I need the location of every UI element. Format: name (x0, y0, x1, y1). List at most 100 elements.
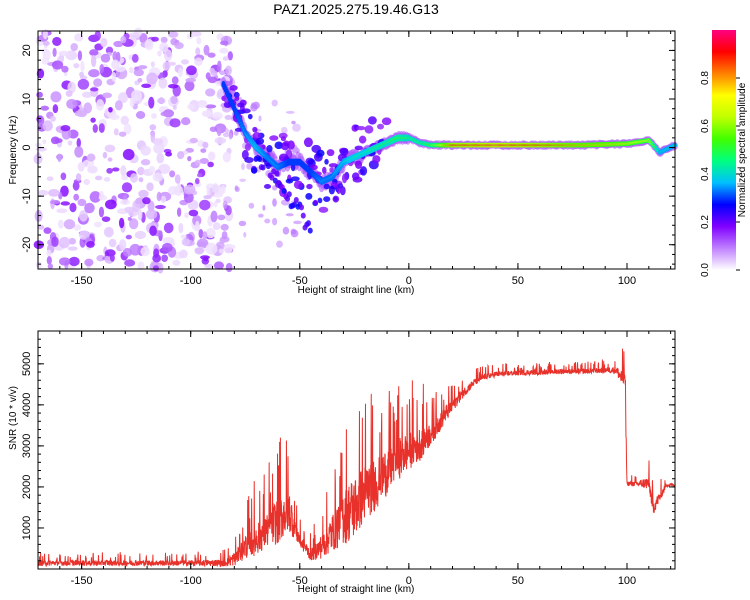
spectrogram-noise-blob (131, 89, 142, 102)
spectrogram-noise-blob (234, 185, 239, 191)
spectrogram-noise-blob (201, 110, 212, 118)
spectrogram-noise-blob (140, 145, 151, 156)
spectrogram-y-tick-label: -20 (21, 237, 33, 253)
spectrogram-ridge-patch (285, 178, 294, 184)
spectrogram-noise-blob (120, 115, 129, 125)
spectrogram-noise-blob (93, 221, 103, 228)
spectrogram-ridge-patch (303, 137, 313, 148)
spectrogram-noise-blob (84, 258, 94, 267)
snr-y-tick-label: 3000 (21, 434, 33, 458)
spectrogram-noise-blob (205, 88, 216, 97)
colorbar-ticks: 0.0 0.2 0.4 0.6 0.8 (700, 71, 740, 277)
spectrogram-noise-blob (87, 165, 98, 174)
spectrogram-noise-blob (203, 256, 209, 262)
spectrogram-noise-blob (135, 111, 146, 119)
colorbar-tick-label: 0.8 (700, 71, 711, 85)
spectrogram-noise-blob (42, 40, 50, 46)
spectrogram-noise-blob (177, 67, 183, 78)
spectrogram-noise-blob (52, 36, 62, 46)
spectrogram-x-tick-label: 0 (406, 275, 412, 287)
spectrogram-noise-blob (65, 90, 73, 97)
spectrogram-noise-blob (84, 202, 95, 214)
spectrogram-ridge-patch (359, 166, 368, 176)
spectrogram-noise-blob (99, 64, 105, 74)
spectrogram-noise-blob (196, 36, 202, 45)
spectrogram-noise-blob (89, 49, 99, 56)
spectrogram-noise-blob (187, 156, 192, 162)
spectrogram-noise-blob (103, 226, 114, 238)
spectrogram-noise-blob (186, 33, 194, 40)
spectrogram-noise-blob (183, 184, 196, 195)
spectrogram-noise-blob (220, 184, 226, 194)
spectrogram-noise-blob (100, 53, 111, 63)
spectrogram-ridge-patch (339, 186, 346, 196)
spectrogram-noise-blob (285, 213, 294, 217)
spectrogram-noise-blob (125, 234, 132, 240)
spectrogram-noise-blob (144, 38, 154, 51)
spectrogram-noise-blob (181, 59, 189, 65)
spectrogram-noise-blob (74, 146, 84, 158)
spectrogram-y-tick-label: 20 (21, 44, 33, 56)
spectrogram-noise-blob (37, 224, 45, 230)
spectrogram-noise-blob (101, 216, 111, 222)
colorbar-tick-label: 0.4 (700, 167, 711, 181)
spectrogram-noise-blob (213, 261, 224, 270)
spectrogram-noise-blob (105, 46, 114, 55)
spectrogram-noise-blob (243, 232, 247, 238)
spectrogram-noise-blob (77, 50, 83, 61)
spectrogram-noise-blob (196, 172, 203, 178)
spectrogram-noise-blob (225, 262, 233, 273)
spectrogram-noise-blob (204, 263, 214, 269)
spectrogram-noise-blob (88, 69, 100, 78)
spectrogram-noise-blob (57, 219, 64, 229)
spectrogram-noise-blob (161, 254, 169, 263)
spectrogram-noise-blob (250, 103, 258, 112)
spectrogram-noise-blob (203, 195, 212, 200)
spectrogram-ridge-patch (322, 166, 327, 174)
spectrogram-noise-blob (142, 197, 151, 205)
spectrogram-noise-blob (189, 137, 199, 144)
snr-x-tick-label: -50 (292, 575, 308, 587)
spectrogram-noise-blob (99, 190, 104, 200)
spectrogram-noise-blob (66, 98, 78, 110)
snr-y-tick-label: 1000 (21, 516, 33, 540)
spectrogram-noise-blob (222, 132, 230, 138)
spectrogram-ridge-patch (252, 131, 262, 140)
spectrogram-noise-blob (168, 186, 179, 195)
spectrogram-noise-blob (221, 231, 228, 240)
spectrogram-noise-blob (73, 63, 80, 69)
spectrogram-noise-blob (49, 115, 56, 122)
spectrogram-noise-blob (174, 42, 184, 50)
spectrogram-ridge-patch (234, 96, 240, 101)
spectrogram-noise-blob (210, 210, 218, 223)
spectrogram-noise-blob (202, 141, 209, 149)
spectrogram-noise-blob (121, 175, 129, 181)
spectrogram-ridge-patch (364, 125, 374, 134)
spectrogram-noise-blob (196, 238, 209, 249)
spectrogram-noise-blob (60, 172, 67, 181)
spectrogram-noise-blob (152, 265, 160, 272)
spectrogram-ridge-patch (233, 91, 240, 99)
spectrogram-noise-blob (262, 205, 266, 211)
spectrogram-noise-blob (120, 35, 127, 44)
spectrogram-noise-blob (146, 182, 154, 192)
spectrogram-noise-blob (276, 240, 283, 248)
spectrogram-noise-blob (213, 201, 218, 208)
spectrogram-ridge-patch (266, 144, 273, 153)
spectrogram-noise-blob (157, 262, 164, 274)
spectrogram-noise-blob (225, 65, 232, 76)
spectrogram-branch-patch (260, 164, 266, 171)
spectrogram-noise-blob (72, 181, 80, 191)
spectrogram-noise-blob (188, 209, 199, 217)
spectrogram-noise-blob (258, 115, 262, 122)
spectrogram-noise-blob (54, 138, 63, 144)
spectrogram-noise-blob (195, 220, 200, 231)
spectrogram-noise-blob (36, 91, 43, 98)
spectrogram-noise-blob (181, 238, 191, 246)
snr-x-tick-label: 100 (618, 575, 636, 587)
spectrogram-noise-blob (169, 118, 181, 128)
spectrogram-ridge-patch (306, 183, 313, 190)
colorbar-gradient (712, 30, 736, 270)
spectrogram-noise-blob (194, 159, 201, 166)
spectrogram-ridge-patch (352, 176, 363, 183)
